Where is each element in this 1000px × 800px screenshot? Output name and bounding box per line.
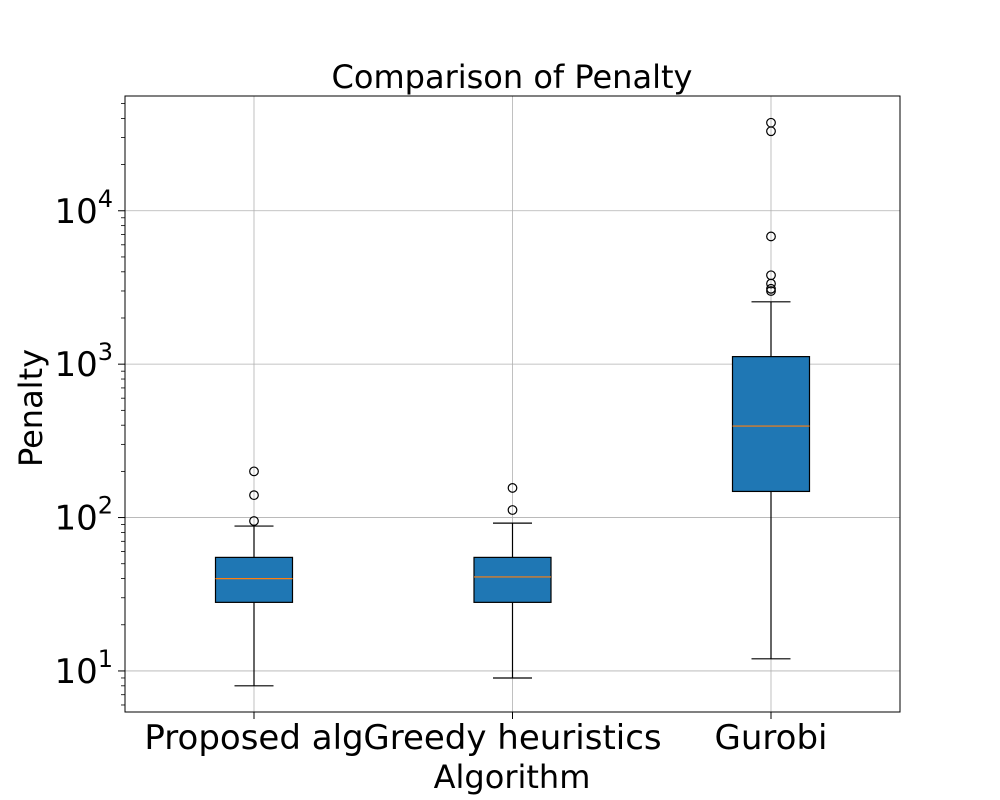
y-axis-label: Penalty bbox=[12, 349, 50, 467]
y-tick-label-base: 10 bbox=[54, 499, 97, 539]
y-tick-label-exponent: 2 bbox=[98, 492, 113, 520]
y-tick-label: 103 bbox=[54, 338, 113, 385]
y-tick-label-exponent: 4 bbox=[98, 185, 113, 213]
box-group bbox=[731, 117, 811, 660]
y-tick-label-exponent: 3 bbox=[98, 338, 113, 366]
box-iqr bbox=[473, 556, 552, 603]
y-tick-label-base: 10 bbox=[54, 652, 97, 692]
x-tick-label: Gurobi bbox=[715, 718, 828, 758]
outlier-point bbox=[766, 270, 776, 281]
plot-frame bbox=[124, 95, 901, 713]
y-tick-label-exponent: 1 bbox=[98, 645, 113, 673]
box-iqr bbox=[731, 356, 811, 493]
x-tick-label: Greedy heuristics bbox=[363, 718, 661, 758]
y-tick-label: 104 bbox=[54, 185, 113, 232]
box-group bbox=[473, 483, 552, 679]
y-tick-label-base: 10 bbox=[54, 345, 97, 385]
box-iqr bbox=[214, 556, 294, 603]
outlier-point bbox=[766, 283, 776, 294]
outlier-point bbox=[766, 117, 776, 128]
outlier-point bbox=[507, 505, 518, 515]
x-axis-label: Algorithm bbox=[434, 758, 591, 796]
boxes-layer bbox=[214, 117, 811, 687]
chart-title: Comparison of Penalty bbox=[332, 58, 693, 96]
outlier-point bbox=[766, 231, 776, 242]
y-tick-label: 101 bbox=[54, 645, 113, 692]
outlier-point bbox=[249, 466, 259, 477]
outlier-point bbox=[249, 516, 259, 526]
x-tick-label: Proposed alg bbox=[144, 718, 363, 758]
box-group bbox=[214, 466, 294, 687]
outlier-point bbox=[507, 483, 518, 493]
outlier-point bbox=[249, 490, 259, 501]
grid-layer bbox=[125, 96, 900, 712]
y-tick-label: 102 bbox=[54, 492, 113, 539]
y-tick-label-base: 10 bbox=[54, 192, 97, 232]
